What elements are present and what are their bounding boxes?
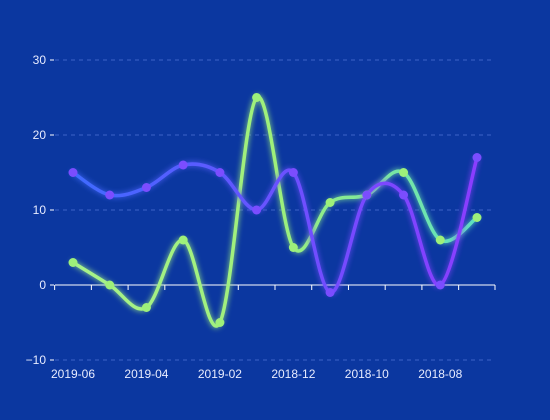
y-tick-label: 30 xyxy=(33,53,47,67)
series-2-point xyxy=(399,190,409,200)
series-1-point xyxy=(288,243,298,252)
series-2-point xyxy=(105,190,115,200)
y-tick-label: −10 xyxy=(26,353,47,367)
y-tick-label: 0 xyxy=(39,278,46,292)
series-1-point xyxy=(178,235,188,245)
points-layer xyxy=(68,93,482,327)
series-2-point xyxy=(362,190,372,200)
series-2-point xyxy=(472,153,482,162)
series-1-line xyxy=(71,95,479,328)
series-2-point xyxy=(178,160,188,170)
series-1-point xyxy=(325,198,335,207)
x-tick-label: 2019-02 xyxy=(198,367,242,381)
series-2-point xyxy=(325,288,335,297)
x-tick-label: 2018-10 xyxy=(345,367,389,381)
series-2-point xyxy=(141,183,151,192)
x-tick-label: 2018-12 xyxy=(271,367,315,381)
axes: −10 0 10 20 30 2019-06 2019-04 2019-02 2018-12 20… xyxy=(26,53,496,381)
y-tick-label: 20 xyxy=(33,128,47,142)
series-layer xyxy=(71,95,479,328)
series-1-point xyxy=(252,93,262,102)
series-2-line xyxy=(71,155,479,295)
series-2-point xyxy=(435,280,445,290)
series-1-point xyxy=(141,303,151,312)
series-2-point xyxy=(68,168,78,177)
series-1-point xyxy=(435,235,445,245)
series-1-point xyxy=(399,168,409,177)
series-2-point xyxy=(252,205,262,215)
x-tick-label: 2019-04 xyxy=(124,367,168,381)
x-tick-label: 2018-08 xyxy=(418,367,462,381)
series-1-point xyxy=(105,280,115,290)
y-tick-label: 10 xyxy=(33,203,47,217)
series-1-point xyxy=(472,213,482,222)
series-2-point xyxy=(215,168,225,177)
series-1-point xyxy=(215,318,225,327)
x-tick-label: 2019-06 xyxy=(51,367,95,381)
grid-lines xyxy=(55,59,495,361)
series-2-point xyxy=(288,168,298,177)
series-1-point xyxy=(68,258,78,267)
